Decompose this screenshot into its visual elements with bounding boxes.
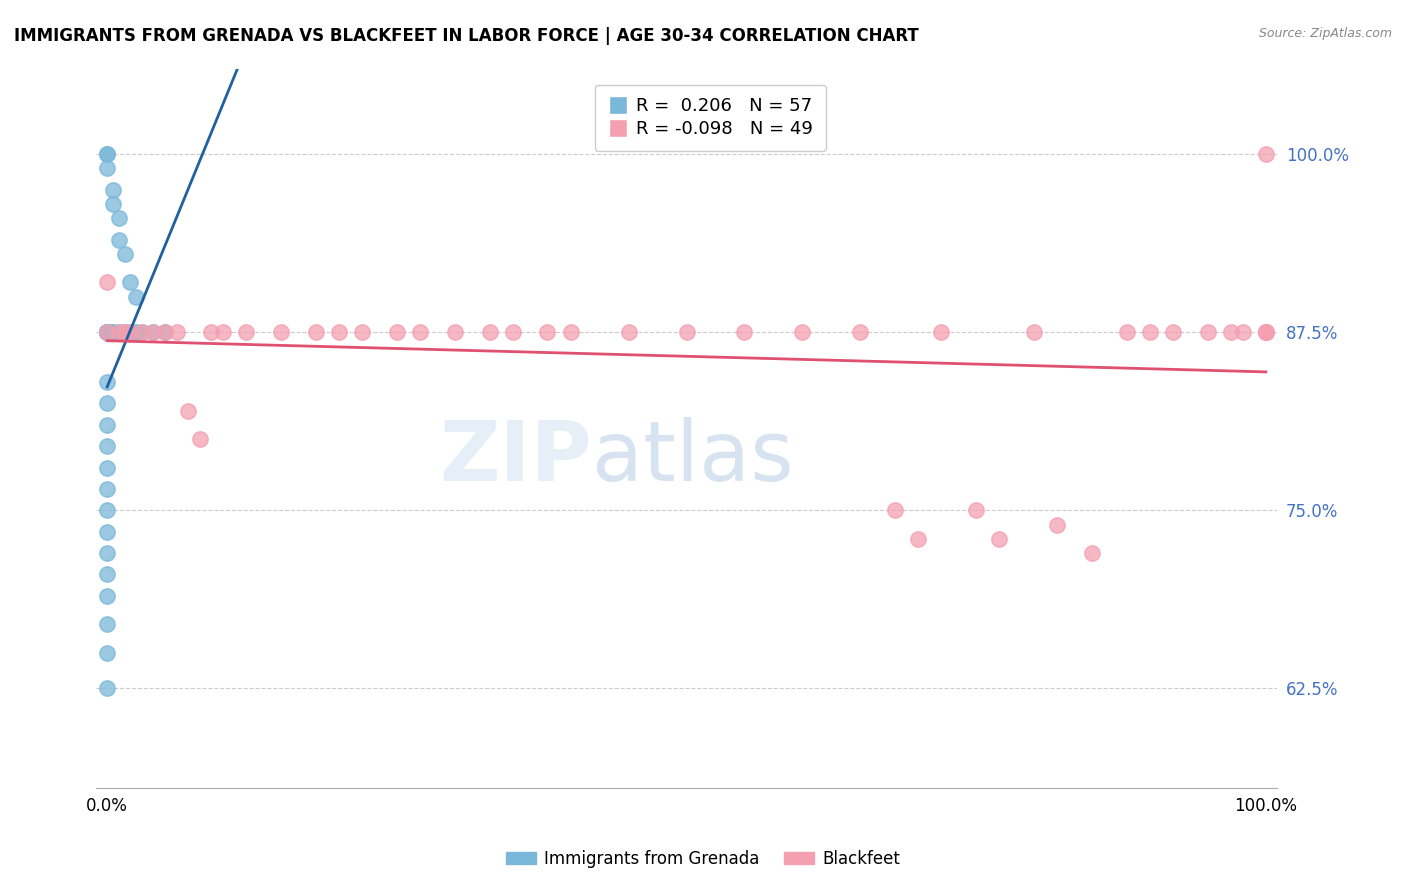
Point (188, 432, 211, 446)
Point (101, 183, 124, 197)
Point (125, 289, 148, 303)
Point (153, 325, 176, 339)
Point (96, 617, 118, 632)
Point (96, 275, 118, 289)
Point (96, 325, 118, 339)
Point (96, 325, 118, 339)
Point (101, 325, 124, 339)
Text: atlas: atlas (592, 417, 794, 498)
Point (96, 417, 118, 432)
Point (478, 325, 501, 339)
Point (107, 325, 129, 339)
Point (96, 325, 118, 339)
Point (1254, 325, 1277, 339)
Point (96, 147, 118, 161)
Point (1254, 325, 1277, 339)
Point (1024, 325, 1046, 339)
Point (235, 325, 257, 339)
Point (1220, 325, 1243, 339)
Point (96, 325, 118, 339)
Text: Source: ZipAtlas.com: Source: ZipAtlas.com (1258, 27, 1392, 40)
Point (305, 325, 328, 339)
Point (328, 325, 350, 339)
Point (96, 567, 118, 582)
Point (96, 325, 118, 339)
Point (884, 503, 907, 517)
Point (114, 247, 136, 261)
Point (792, 325, 814, 339)
Point (1081, 546, 1104, 560)
Point (96, 646, 118, 660)
Point (96, 325, 118, 339)
Point (96, 396, 118, 410)
Point (988, 532, 1011, 546)
Point (96, 375, 118, 389)
Point (125, 325, 148, 339)
Point (107, 211, 129, 226)
Text: IMMIGRANTS FROM GRENADA VS BLACKFEET IN LABOR FORCE | AGE 30-34 CORRELATION CHAR: IMMIGRANTS FROM GRENADA VS BLACKFEET IN … (14, 27, 918, 45)
Point (1197, 325, 1219, 339)
Point (907, 532, 929, 546)
Point (142, 325, 165, 339)
Point (101, 325, 124, 339)
Point (131, 325, 153, 339)
Point (212, 325, 235, 339)
Point (131, 325, 153, 339)
Point (96, 546, 118, 560)
Point (107, 233, 129, 247)
Point (96, 681, 118, 696)
Point (96, 161, 118, 176)
Legend: Immigrants from Grenada, Blackfeet: Immigrants from Grenada, Blackfeet (499, 844, 907, 875)
Point (1254, 325, 1277, 339)
Point (536, 325, 558, 339)
Point (409, 325, 432, 339)
Point (153, 325, 176, 339)
Point (96, 589, 118, 603)
Point (96, 439, 118, 453)
Point (1115, 325, 1137, 339)
Point (166, 325, 188, 339)
Point (733, 325, 755, 339)
Point (96, 325, 118, 339)
Point (142, 325, 165, 339)
Point (502, 325, 524, 339)
Point (120, 325, 142, 339)
Point (1161, 325, 1184, 339)
Point (849, 325, 872, 339)
Point (1254, 325, 1277, 339)
Point (96, 460, 118, 475)
Point (96, 147, 118, 161)
Point (177, 403, 200, 417)
Point (352, 325, 374, 339)
Point (931, 325, 953, 339)
Point (96, 503, 118, 517)
Point (114, 325, 136, 339)
Point (270, 325, 292, 339)
Text: ZIP: ZIP (440, 417, 592, 498)
Point (96, 524, 118, 539)
Point (443, 325, 465, 339)
Point (617, 325, 640, 339)
Point (101, 197, 124, 211)
Point (96, 325, 118, 339)
Point (385, 325, 408, 339)
Point (96, 325, 118, 339)
Point (107, 325, 129, 339)
Point (965, 503, 987, 517)
Point (96, 482, 118, 496)
Point (1046, 517, 1069, 532)
Point (1139, 325, 1161, 339)
Point (120, 275, 142, 289)
Point (200, 325, 222, 339)
Point (560, 325, 582, 339)
Point (96, 325, 118, 339)
Point (1254, 147, 1277, 161)
Point (1232, 325, 1254, 339)
Legend: R =  0.206   N = 57, R = -0.098   N = 49: R = 0.206 N = 57, R = -0.098 N = 49 (595, 85, 825, 151)
Point (114, 325, 136, 339)
Point (96, 325, 118, 339)
Point (120, 325, 142, 339)
Point (675, 325, 697, 339)
